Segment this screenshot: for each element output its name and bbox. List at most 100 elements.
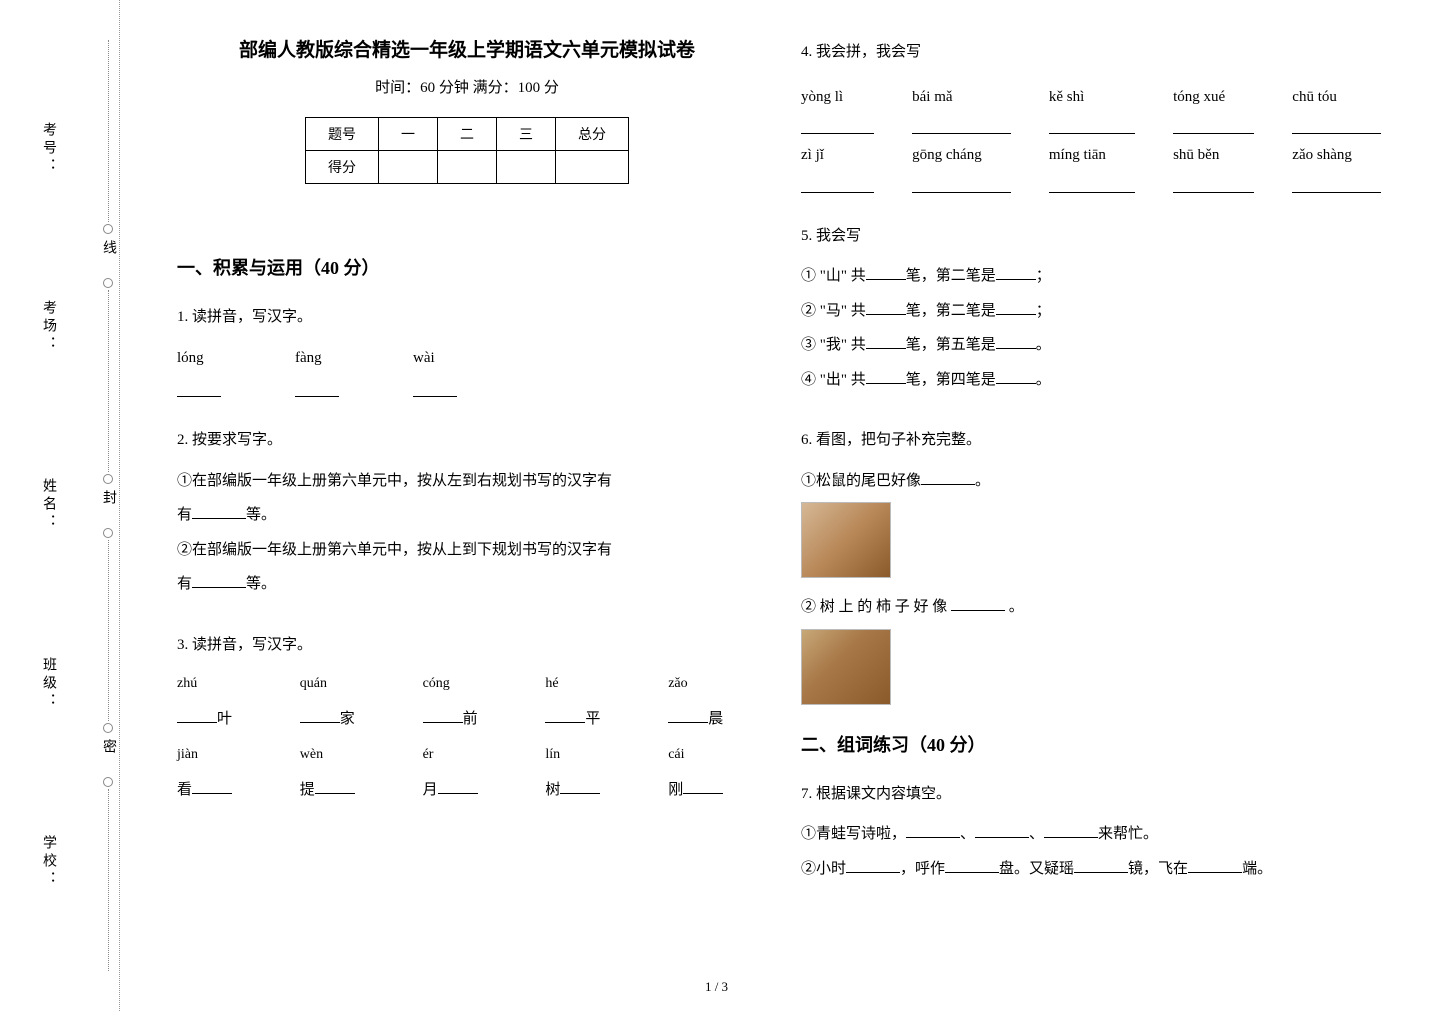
q3-pinyin: lín: [545, 739, 634, 771]
answer-blank[interactable]: [545, 705, 585, 723]
answer-blank[interactable]: [413, 379, 457, 397]
answer-blank[interactable]: [951, 593, 1005, 611]
dotted-segment: [108, 290, 109, 472]
q3-pinyin: quán: [300, 668, 389, 700]
answer-blank[interactable]: [866, 297, 906, 315]
q3-hanzi: 月: [423, 782, 438, 798]
answer-blank[interactable]: [1049, 175, 1135, 193]
q2-line1a: ①在部编版一年级上册第六单元中，按从左到右规划书写的汉字有: [177, 473, 612, 489]
th-label: 题号: [306, 118, 379, 151]
question-3: 3. 读拼音，写汉字。 zhú quán cóng hé zǎo 叶 家 前 平…: [177, 628, 757, 808]
seal-char-xian: 线: [98, 240, 118, 272]
column-left: 部编人教版综合精选一年级上学期语文六单元模拟试卷 时间：60 分钟 满分：100…: [155, 35, 779, 991]
page-number: 1 / 3: [705, 979, 728, 995]
answer-blank[interactable]: [295, 379, 339, 397]
q5-line: ① "山" 共笔，第二笔是；: [801, 259, 1381, 294]
q7-text: ①青蛙写诗啦，: [801, 826, 906, 842]
answer-blank[interactable]: [996, 366, 1036, 384]
seal-char-feng: 封: [98, 490, 118, 522]
answer-blank[interactable]: [801, 175, 874, 193]
circle-mark-icon: [103, 224, 113, 234]
answer-blank[interactable]: [912, 175, 1011, 193]
binding-label-kaochang: 考场：: [38, 300, 58, 354]
q3-pinyin: zǎo: [668, 668, 757, 700]
q2-title: 2. 按要求写字。: [177, 423, 757, 458]
answer-blank[interactable]: [423, 705, 463, 723]
td-score-label: 得分: [306, 151, 379, 184]
binding-seal-line: 线 封 密: [98, 0, 118, 1011]
q2-line1b: 等。: [246, 507, 276, 523]
answer-blank[interactable]: [1044, 820, 1098, 838]
answer-blank[interactable]: [921, 467, 975, 485]
answer-blank[interactable]: [192, 776, 232, 794]
answer-blank[interactable]: [866, 366, 906, 384]
q3-hanzi: 刚: [668, 782, 683, 798]
answer-blank[interactable]: [866, 331, 906, 349]
answer-blank[interactable]: [177, 705, 217, 723]
answer-blank[interactable]: [1173, 175, 1254, 193]
td-blank: [379, 151, 438, 184]
answer-blank[interactable]: [1173, 116, 1254, 134]
q5-text: ① "山" 共: [801, 268, 866, 284]
q7-text: 来帮忙。: [1098, 826, 1158, 842]
answer-blank[interactable]: [1188, 855, 1242, 873]
answer-blank[interactable]: [906, 820, 960, 838]
seal-char-mi: 密: [98, 739, 118, 771]
th-col3: 三: [497, 118, 556, 151]
dotted-segment: [108, 40, 109, 222]
q3-cell: 平: [545, 702, 634, 737]
q3-hanzi: 树: [545, 782, 560, 798]
q5-text: ；: [1036, 268, 1051, 284]
answer-blank[interactable]: [438, 776, 478, 794]
answer-blank[interactable]: [1074, 855, 1128, 873]
q5-line: ④ "出" 共笔，第四笔是。: [801, 363, 1381, 398]
answer-blank[interactable]: [866, 262, 906, 280]
answer-blank[interactable]: [1292, 116, 1381, 134]
answer-blank[interactable]: [177, 379, 221, 397]
answer-blank[interactable]: [315, 776, 355, 794]
answer-blank[interactable]: [683, 776, 723, 794]
answer-blank[interactable]: [912, 116, 1011, 134]
q2-line2: ②在部编版一年级上册第六单元中，按从上到下规划书写的汉字有 有等。: [177, 533, 757, 602]
answer-blank[interactable]: [846, 855, 900, 873]
answer-blank[interactable]: [975, 820, 1029, 838]
answer-blank[interactable]: [1292, 175, 1381, 193]
q5-title: 5. 我会写: [801, 219, 1381, 254]
q7-text: 、: [960, 826, 975, 842]
answer-blank[interactable]: [801, 116, 874, 134]
answer-blank[interactable]: [996, 262, 1036, 280]
th-col2: 二: [438, 118, 497, 151]
exam-subtitle: 时间：60 分钟 满分：100 分: [177, 76, 757, 97]
answer-blank[interactable]: [668, 705, 708, 723]
answer-blank[interactable]: [192, 501, 246, 519]
answer-blank[interactable]: [300, 705, 340, 723]
question-4: 4. 我会拼，我会写 yòng lì bái mǎ kě shì tóng xu…: [801, 35, 1381, 193]
circle-mark-icon: [103, 474, 113, 484]
answer-blank[interactable]: [996, 331, 1036, 349]
answer-blank[interactable]: [945, 855, 999, 873]
q7-title: 7. 根据课文内容填空。: [801, 777, 1381, 812]
answer-blank[interactable]: [1049, 116, 1135, 134]
q6-text: 。: [1005, 599, 1024, 615]
td-blank: [497, 151, 556, 184]
q3-cell: 家: [300, 702, 389, 737]
section2-heading: 二、组词练习（40 分）: [801, 731, 1381, 757]
q1-pinyin: fàng: [295, 341, 365, 376]
q3-cell: 提: [300, 773, 389, 808]
q3-cell: 月: [423, 773, 512, 808]
th-col1: 一: [379, 118, 438, 151]
answer-blank[interactable]: [996, 297, 1036, 315]
q7-text: 镜，飞在: [1128, 861, 1188, 877]
q4-pinyin: chū tóu: [1292, 80, 1381, 115]
q3-pinyin: jiàn: [177, 739, 266, 771]
exam-title: 部编人教版综合精选一年级上学期语文六单元模拟试卷: [177, 35, 757, 62]
binding-label-kaohao: 考号：: [38, 122, 58, 176]
q3-pinyin: ér: [423, 739, 512, 771]
q4-title: 4. 我会拼，我会写: [801, 35, 1381, 70]
q3-hanzi: 晨: [708, 711, 723, 727]
q4-pinyin: bái mǎ: [912, 80, 1011, 115]
answer-blank[interactable]: [560, 776, 600, 794]
q5-text: 。: [1036, 372, 1051, 388]
circle-mark-icon: [103, 528, 113, 538]
answer-blank[interactable]: [192, 570, 246, 588]
